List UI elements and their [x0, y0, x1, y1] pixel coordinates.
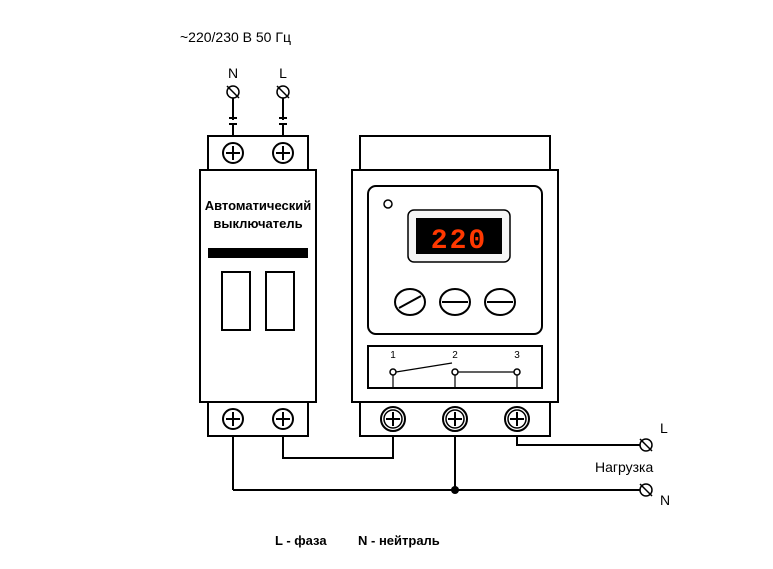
supply-title: ~220/230 В 50 Гц	[180, 29, 291, 45]
output-n-label: N	[660, 492, 670, 508]
relay-screw-2	[443, 407, 467, 431]
voltage-relay: 220 1 2 3	[352, 136, 558, 436]
junction-n	[451, 486, 459, 494]
relay-screw-3	[505, 407, 529, 431]
wire-relay-t3-to-l-out	[517, 436, 640, 445]
breaker-strip	[208, 248, 308, 258]
breaker-label-2: выключатель	[213, 216, 302, 231]
relay-knob-2	[440, 289, 470, 315]
legend-n: N - нейтраль	[358, 533, 440, 548]
relay-knob-3	[485, 289, 515, 315]
relay-screw-1	[381, 407, 405, 431]
breaker-bottom-screw-n	[223, 409, 243, 429]
breaker-top-screw-n	[223, 143, 243, 163]
relay-term-1: 1	[390, 350, 396, 361]
circuit-breaker: Автоматический выключатель	[200, 136, 316, 436]
relay-term-2: 2	[452, 350, 458, 361]
input-l-label: L	[279, 65, 287, 81]
relay-term-3: 3	[514, 350, 520, 361]
input-n-label: N	[228, 65, 238, 81]
breaker-switch-1	[222, 272, 250, 330]
output-load-label: Нагрузка	[595, 459, 653, 475]
legend-l: L - фаза	[275, 533, 327, 548]
breaker-top-screw-l	[273, 143, 293, 163]
relay-knob-1	[395, 289, 425, 315]
wire-l-breaker-to-relay	[283, 436, 393, 458]
wiring-diagram: ~220/230 В 50 Гц N L Автома	[0, 0, 773, 569]
breaker-switch-2	[266, 272, 294, 330]
breaker-bottom-screw-l	[273, 409, 293, 429]
relay-display-value: 220	[431, 226, 487, 257]
breaker-label-1: Автоматический	[205, 198, 312, 213]
output-l-label: L	[660, 420, 668, 436]
